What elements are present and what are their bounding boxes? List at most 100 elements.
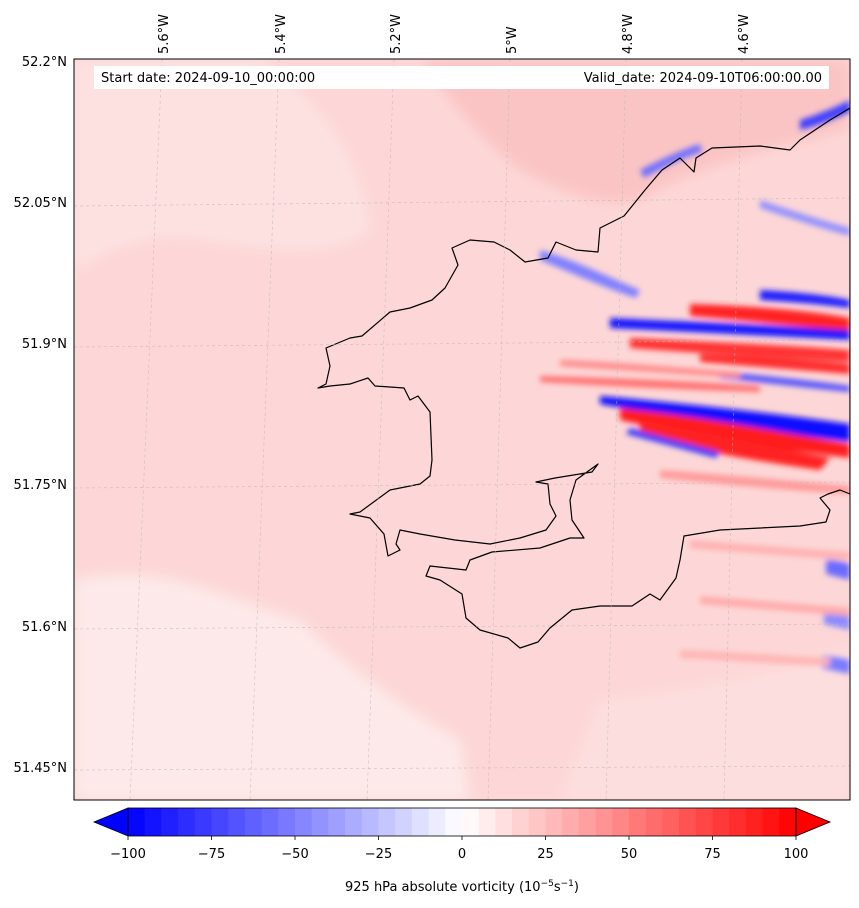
meridian-line	[129, 59, 163, 800]
colorbar-cell	[712, 808, 730, 836]
colorbar-ticks: −100 −75 −50 −25 0 25 50 75 100	[110, 836, 808, 862]
colorbar-cell	[445, 808, 463, 836]
colorbar-cell	[779, 808, 797, 836]
colorbar-cell	[395, 808, 413, 836]
positive-vorticity-streak	[680, 650, 830, 666]
colorbar-cell	[378, 808, 396, 836]
positive-vorticity-streak	[620, 408, 850, 458]
colorbar-cell	[228, 808, 246, 836]
colorbar-cell	[178, 808, 196, 836]
negative-vorticity-streak	[800, 100, 850, 130]
longitude-labels: 5.6°W 5.4°W 5.2°W 5°W 4.8°W 4.6°W	[157, 14, 752, 54]
colorbar-cell	[745, 808, 763, 836]
negative-vorticity-streak	[824, 612, 850, 630]
longitude-label: 5.6°W	[157, 14, 172, 54]
colorbar-cell	[328, 808, 346, 836]
map-panel: Start date: 2024-09-10_00:00:00 Valid_da…	[74, 59, 850, 800]
colorbar-cell	[578, 808, 596, 836]
colorbar-cell	[161, 808, 179, 836]
graticule	[74, 59, 850, 800]
negative-vorticity-streak	[720, 372, 850, 392]
colorbar-cell	[128, 808, 146, 836]
colorbar-tick-label: 50	[621, 847, 638, 862]
colorbar-label: 925 hPa absolute vorticity (10−5s−1)	[345, 879, 579, 895]
colorbar-cell	[278, 808, 296, 836]
positive-vorticity-streak	[660, 470, 850, 494]
colorbar-tick-label: −25	[365, 847, 392, 862]
start-date-text: Start date: 2024-09-10_00:00:00	[101, 71, 315, 86]
colorbar-tick-label: 0	[458, 847, 466, 862]
latitude-label: 51.6°N	[22, 620, 67, 635]
longitude-label: 4.8°W	[621, 14, 636, 54]
colorbar-cell	[462, 808, 480, 836]
vorticity-field	[74, 60, 850, 800]
colorbar-cell	[478, 808, 496, 836]
colorbar-extend-low	[92, 807, 129, 837]
positive-vorticity-streak	[560, 360, 740, 378]
colorbar-cell	[595, 808, 613, 836]
colorbar-tick-label: 100	[784, 847, 809, 862]
colorbar-cell	[695, 808, 713, 836]
colorbar-cell	[512, 808, 530, 836]
colorbar-cell	[144, 808, 162, 836]
negative-vorticity-streak	[540, 250, 640, 298]
low-vorticity-area	[560, 650, 850, 800]
valid-date-text: Valid_date: 2024-09-10T06:00:00.00	[584, 71, 822, 86]
info-box-background	[94, 66, 829, 89]
positive-vorticity-streak	[630, 338, 850, 362]
colorbar-cell	[428, 808, 446, 836]
info-box: Start date: 2024-09-10_00:00:00 Valid_da…	[94, 66, 829, 89]
coastline	[317, 107, 850, 649]
colorbar-tick-label: 75	[704, 847, 721, 862]
positive-vorticity-streak	[700, 354, 850, 374]
colorbar-tick-label: 25	[537, 847, 554, 862]
longitude-label: 5°W	[505, 26, 520, 54]
colorbar-cell	[411, 808, 429, 836]
latitude-label: 52.05°N	[14, 196, 67, 211]
negative-vorticity-streak	[826, 560, 850, 580]
negative-vorticity-streak	[760, 290, 850, 308]
latitude-label: 51.9°N	[22, 337, 67, 352]
colorbar-cell	[612, 808, 630, 836]
colorbar-cell	[562, 808, 580, 836]
negative-vorticity-streak	[626, 428, 720, 458]
colorbar-cell	[545, 808, 563, 836]
vorticity-streaks	[540, 100, 850, 674]
colorbar: −100 −75 −50 −25 0 25 50 75 100 925 hPa absolute…	[92, 807, 832, 895]
colorbar-cell	[194, 808, 212, 836]
colorbar-cells	[128, 808, 797, 836]
positive-vorticity-streak	[690, 304, 850, 332]
colorbar-cell	[762, 808, 780, 836]
colorbar-cell	[261, 808, 279, 836]
colorbar-cell	[645, 808, 663, 836]
colorbar-cell	[345, 808, 363, 836]
positive-vorticity-streak	[640, 420, 830, 470]
negative-vorticity-streak	[600, 396, 850, 442]
positive-vorticity-streak	[540, 376, 760, 392]
positive-vorticity-streak	[700, 596, 850, 616]
longitude-label: 4.6°W	[737, 14, 752, 54]
colorbar-tick-label: −50	[281, 847, 308, 862]
low-vorticity-area	[74, 60, 370, 270]
positive-vorticity-area	[420, 60, 850, 203]
colorbar-cell	[528, 808, 546, 836]
colorbar-cell	[311, 808, 329, 836]
colorbar-cell	[361, 808, 379, 836]
latitude-label: 52.2°N	[22, 55, 67, 70]
colorbar-cell	[295, 808, 313, 836]
colorbar-tick-label: −100	[110, 847, 146, 862]
colorbar-extend-high	[795, 807, 832, 837]
latitude-label: 51.45°N	[14, 761, 67, 776]
latitude-label: 51.75°N	[14, 478, 67, 493]
colorbar-cell	[662, 808, 680, 836]
negative-vorticity-streak	[610, 318, 850, 340]
colorbar-cell	[495, 808, 513, 836]
colorbar-cell	[729, 808, 747, 836]
negative-vorticity-streak	[760, 200, 850, 236]
map-frame	[73, 58, 851, 801]
colorbar-tick-label: −75	[198, 847, 225, 862]
colorbar-cell	[679, 808, 697, 836]
colorbar-cell	[629, 808, 647, 836]
longitude-label: 5.4°W	[274, 14, 289, 54]
